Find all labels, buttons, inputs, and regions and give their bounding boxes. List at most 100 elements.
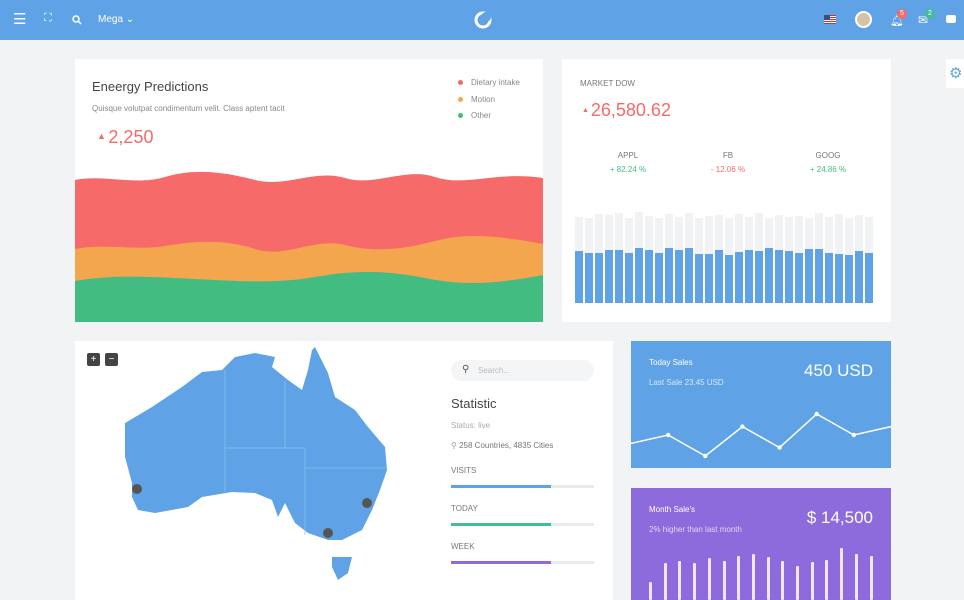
legend-dot xyxy=(458,96,463,102)
market-bar xyxy=(805,249,813,303)
search-input[interactable]: ⚲ Search... xyxy=(451,360,594,381)
ticker-change: - 12.06 % xyxy=(710,165,746,174)
progress-bar xyxy=(451,561,594,564)
search-icon: ⚲ xyxy=(462,364,470,375)
stat-label: TODAY xyxy=(451,504,478,513)
card-subtitle: Last Sale 23.45 USD xyxy=(649,378,724,387)
sales-line xyxy=(631,413,891,457)
market-bar xyxy=(705,254,713,303)
stat-week: WEEK xyxy=(451,542,594,572)
value-text: 26,580.62 xyxy=(590,100,671,120)
tasmania-region xyxy=(332,557,352,580)
area-other xyxy=(75,271,543,322)
market-bar xyxy=(725,255,733,303)
stat-visits: VISITS xyxy=(451,466,594,496)
progress-fill xyxy=(451,485,552,488)
market-bar xyxy=(685,248,693,303)
legend-item: Dietary intake xyxy=(458,78,520,87)
location-pin-icon: ⚲ xyxy=(451,441,460,450)
market-bar xyxy=(615,250,623,303)
top-navbar: ☰ ⛶ Mega ⌄ 🔔︎ 5 ✉ 2 xyxy=(0,0,964,40)
mail-icon[interactable]: ✉ xyxy=(918,13,929,27)
legend-dot xyxy=(458,80,463,85)
sales-point xyxy=(814,411,819,417)
market-bar xyxy=(635,248,643,303)
search-icon[interactable] xyxy=(72,15,82,25)
hamburger-icon[interactable]: ☰ xyxy=(13,11,27,28)
legend-item: Other xyxy=(458,111,491,120)
market-bar xyxy=(855,251,863,303)
market-bar xyxy=(835,254,843,303)
month-sales-bar xyxy=(678,561,682,600)
market-bar xyxy=(665,248,673,303)
month-sales-bar xyxy=(649,581,652,600)
market-bar xyxy=(695,254,703,303)
market-bar xyxy=(865,253,873,303)
month-sales-bar xyxy=(722,561,726,600)
progress-fill xyxy=(451,561,552,564)
arrow-up-icon: ▲ xyxy=(97,131,109,141)
market-bar xyxy=(755,251,763,303)
ticker-change: + 82.24 % xyxy=(609,165,647,174)
expand-icon[interactable]: ⛶ xyxy=(44,12,52,24)
card-title: MARKET DOW xyxy=(580,79,635,88)
arrow-up-icon: ▲ xyxy=(582,107,591,114)
market-bar xyxy=(655,253,663,303)
progress-bar xyxy=(451,523,594,526)
state-borders xyxy=(224,370,387,535)
mainland-region xyxy=(125,347,387,540)
chat-icon[interactable] xyxy=(946,15,956,23)
settings-toggle[interactable]: ⚙ xyxy=(946,59,964,88)
market-bar xyxy=(585,253,593,303)
australia-map[interactable] xyxy=(75,341,613,600)
messages-badge: 2 xyxy=(925,9,935,19)
market-dow-card: MARKET DOW ▲ 26,580.62 APPL + 82.24 % FB - … xyxy=(562,59,891,322)
statistic-title: Statistic xyxy=(451,396,497,411)
month-sales-bar xyxy=(810,562,814,600)
card-title: Eneergy Predictions xyxy=(92,79,209,94)
mega-menu[interactable]: Mega ⌄ xyxy=(98,14,135,25)
card-subtitle: Quisque volutpat condimentum velit. Clas… xyxy=(92,104,285,113)
zoom-out-button[interactable]: − xyxy=(105,353,118,366)
value-text: 2,250 xyxy=(108,127,154,147)
ticker-appl: APPL + 82.24 % xyxy=(595,151,661,174)
market-bar xyxy=(675,250,683,303)
map-marker xyxy=(323,528,333,538)
market-bar xyxy=(575,251,583,303)
legend-dot xyxy=(458,113,463,118)
market-bar xyxy=(785,251,793,303)
sales-point xyxy=(777,445,782,450)
today-sales-value: 450 USD xyxy=(804,361,873,380)
market-bar xyxy=(715,250,723,303)
market-bar xyxy=(735,252,743,303)
energy-area-chart xyxy=(75,171,543,322)
energy-predictions-card: Eneergy Predictions Quisque volutpat con… xyxy=(75,59,543,322)
month-sales-bar xyxy=(825,559,829,600)
market-bar xyxy=(815,249,823,303)
legend-label: Motion xyxy=(471,94,496,104)
stat-today: TODAY xyxy=(451,504,594,534)
logo xyxy=(474,11,492,29)
sales-point xyxy=(703,453,708,459)
market-bar xyxy=(605,250,613,303)
stat-label: VISITS xyxy=(451,466,477,475)
ticker-name: APPL xyxy=(617,151,639,160)
market-bar xyxy=(845,255,853,303)
month-sales-bar xyxy=(854,553,858,600)
avatar[interactable] xyxy=(855,11,872,28)
location-text: 258 Countries, 4835 Cities xyxy=(459,441,554,450)
month-sales-bar xyxy=(693,563,697,600)
progress-fill xyxy=(451,523,552,526)
month-sales-bar xyxy=(737,555,741,600)
month-sales-bar xyxy=(766,557,770,600)
us-flag-icon[interactable] xyxy=(824,15,836,24)
month-sales-bar xyxy=(781,560,785,600)
card-title: Today Sales xyxy=(649,358,693,367)
legend-item: Motion xyxy=(458,95,495,104)
ticker-name: GOOG xyxy=(815,151,841,160)
market-bar-chart xyxy=(575,209,875,303)
sales-point xyxy=(740,424,745,429)
legend-label: Dietary intake xyxy=(471,78,520,87)
zoom-in-button[interactable]: + xyxy=(87,353,100,366)
map-statistic-card: + − ⚲ Search... Statistic Status: live ⚲… xyxy=(75,341,613,600)
